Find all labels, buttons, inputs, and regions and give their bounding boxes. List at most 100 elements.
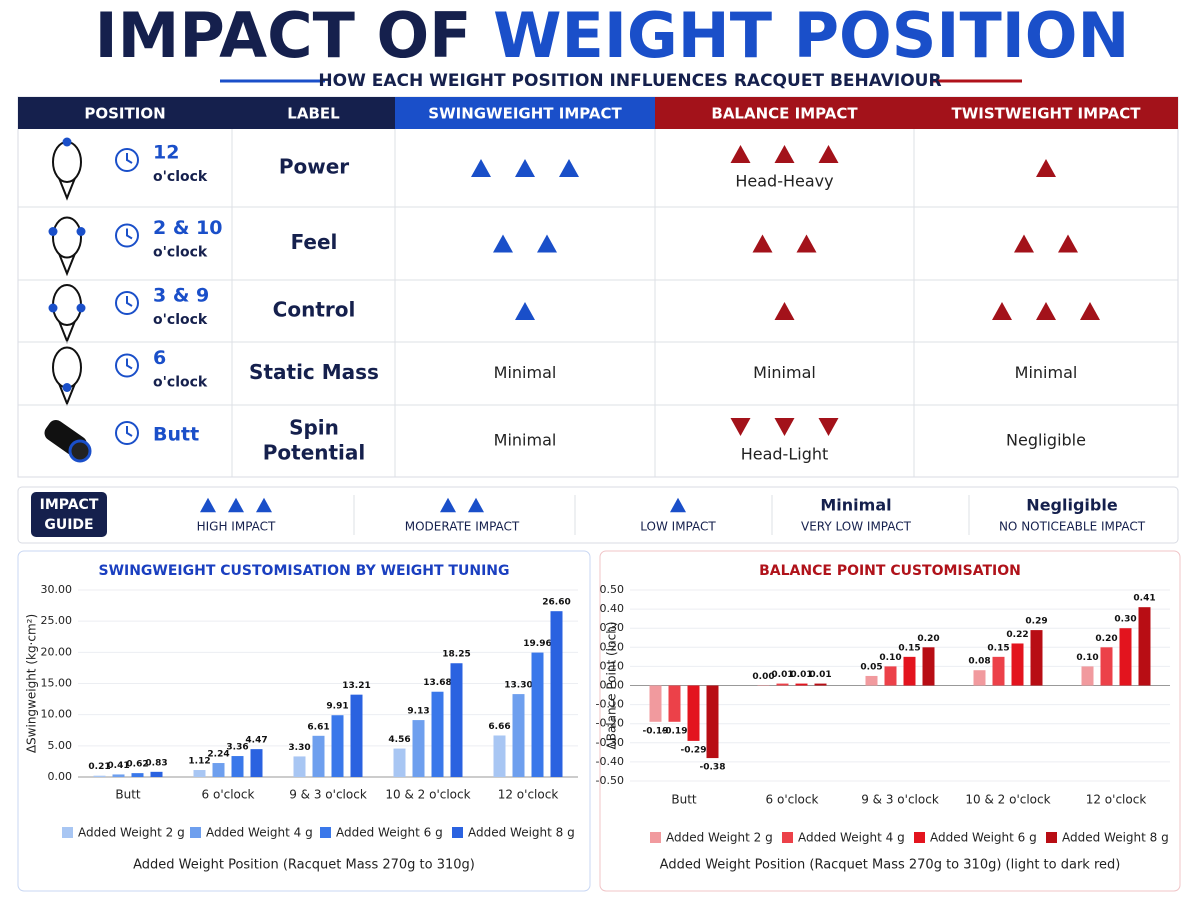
- bar: [231, 756, 244, 777]
- position-unit: o'clock: [153, 375, 208, 391]
- guide-caption: NO NOTICEABLE IMPACT: [999, 520, 1146, 534]
- value-label: 3.30: [288, 743, 310, 753]
- value-label: 1.12: [188, 757, 210, 767]
- weight-dot: [62, 137, 72, 147]
- value-label: 2.24: [207, 750, 229, 760]
- title-part: WEIGHT POSITION: [493, 0, 1129, 72]
- y-tick-label: 15.00: [41, 677, 73, 690]
- clock-hands: [126, 426, 133, 437]
- value-label: 0.01: [771, 670, 793, 680]
- y-tick-label: -0.10: [596, 698, 624, 711]
- cell-text: Minimal: [753, 363, 816, 382]
- value-label: 0.83: [145, 758, 167, 768]
- value-label: 0.30: [1114, 615, 1136, 625]
- impact-triangle: [818, 145, 839, 163]
- x-tick-label: 6 o'clock: [202, 788, 255, 802]
- bar: [706, 685, 719, 759]
- value-label: 0.62: [126, 760, 148, 770]
- bar: [431, 691, 444, 777]
- impact-triangle: [200, 497, 216, 513]
- impact-triangle: [1058, 234, 1078, 253]
- value-label: 0.10: [1076, 653, 1098, 663]
- x-tick-label: 9 & 3 o'clock: [289, 788, 367, 802]
- value-label: 0.00: [752, 672, 774, 682]
- cell-note: Head-Heavy: [735, 172, 833, 191]
- impact-triangle: [818, 418, 839, 436]
- bar: [795, 683, 808, 686]
- impact-triangle: [730, 418, 751, 436]
- y-axis-label: ΔSwingweight (kg·cm²): [25, 614, 39, 753]
- impact-triangle: [1036, 302, 1056, 320]
- bar: [512, 694, 525, 777]
- title-part: IMPACT OF: [95, 0, 472, 72]
- bar: [865, 675, 878, 686]
- bar: [250, 749, 263, 777]
- racquet-icon: [58, 383, 76, 407]
- legend-swatch: [190, 827, 201, 838]
- guide-text: Negligible: [1026, 496, 1118, 515]
- impact-triangle: [1014, 234, 1034, 253]
- bar: [412, 720, 425, 777]
- cell-note: Head-Light: [741, 445, 829, 464]
- value-label: 3.36: [226, 743, 248, 753]
- y-tick-label: 10.00: [41, 708, 73, 721]
- value-label: 13.68: [423, 678, 451, 688]
- guide-caption: MODERATE IMPACT: [405, 520, 520, 534]
- racquet-icon: [52, 216, 82, 259]
- value-label: 13.30: [504, 681, 532, 691]
- legend-label: Added Weight 2 g: [666, 831, 773, 845]
- clock-hands: [126, 228, 133, 240]
- y-tick-label: 0.50: [600, 583, 625, 596]
- value-label: 0.15: [898, 643, 920, 653]
- x-axis-label: Added Weight Position (Racquet Mass 270g…: [133, 858, 475, 873]
- bar: [1100, 647, 1113, 686]
- y-tick-label: 0.10: [600, 659, 625, 672]
- value-label: -0.38: [700, 763, 726, 773]
- value-label: 6.66: [488, 722, 510, 732]
- header-cell: [655, 97, 914, 129]
- impact-triangle: [992, 302, 1012, 320]
- position-name: Butt: [153, 424, 199, 446]
- legend-label: Added Weight 8 g: [1062, 831, 1169, 845]
- racquet-icon: [58, 320, 76, 344]
- impact-triangle: [774, 145, 795, 163]
- impact-triangle: [493, 234, 513, 253]
- value-label: 0.29: [1025, 617, 1047, 627]
- header-cell: [232, 97, 395, 129]
- clock-icon: [115, 353, 139, 378]
- position-unit: o'clock: [153, 245, 208, 261]
- impact-triangle: [1080, 302, 1100, 320]
- guide-badge: [31, 492, 107, 537]
- bar: [687, 685, 700, 741]
- weight-dot: [76, 227, 86, 236]
- bar: [668, 685, 681, 722]
- bar: [776, 683, 789, 686]
- bar: [922, 647, 935, 686]
- legend-swatch: [1046, 832, 1057, 843]
- subtitle: HOW EACH WEIGHT POSITION INFLUENCES RACQ…: [318, 71, 941, 91]
- legend-label: Added Weight 4 g: [206, 826, 313, 840]
- clock-icon: [115, 421, 139, 445]
- table-frame: [17, 96, 1179, 478]
- weight-dot: [62, 383, 72, 392]
- legend-swatch: [650, 832, 661, 843]
- y-tick-label: 5.00: [48, 739, 73, 752]
- page-title: IMPACT OF WEIGHT POSITION: [95, 0, 1130, 72]
- header-cell: [914, 97, 1178, 129]
- value-label: 0.22: [1006, 630, 1028, 640]
- value-label: 0.15: [987, 643, 1009, 653]
- value-label: 0.20: [1095, 634, 1117, 644]
- clock-hands: [126, 296, 133, 307]
- impact-triangle: [537, 234, 557, 253]
- impact-triangle: [670, 497, 686, 513]
- impact-triangle: [515, 159, 535, 177]
- bar: [1119, 628, 1132, 686]
- column-header: TWISTWEIGHT IMPACT: [951, 105, 1141, 123]
- header-cell: [18, 97, 232, 129]
- bar: [93, 775, 106, 777]
- row-label: Feel: [291, 230, 338, 254]
- legend-swatch: [452, 827, 463, 838]
- bar: [293, 756, 306, 777]
- value-label: 26.60: [542, 598, 570, 608]
- row-label: Power: [279, 155, 349, 179]
